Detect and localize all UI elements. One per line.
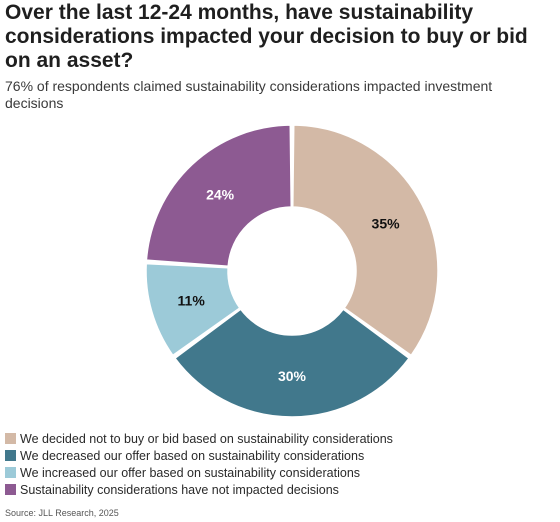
- chart-legend: We decided not to buy or bid based on su…: [5, 430, 555, 498]
- donut-slice-3: [145, 262, 241, 357]
- legend-swatch: [5, 467, 16, 478]
- legend-item-3: We increased our offer based on sustaina…: [5, 464, 555, 481]
- legend-item-2: We decreased our offer based on sustaina…: [5, 447, 555, 464]
- donut-slice-1: [292, 124, 439, 357]
- legend-label: We increased our offer based on sustaina…: [20, 465, 361, 480]
- donut-slice-2: [173, 308, 411, 418]
- legend-item-4: Sustainability considerations have not i…: [5, 481, 555, 498]
- donut-chart: 35% 30% 11% 24%: [145, 124, 439, 418]
- legend-label: We decreased our offer based on sustaina…: [20, 448, 365, 463]
- chart-subtitle: 76% of respondents claimed sustainabilit…: [5, 78, 493, 111]
- chart-title: Over the last 12-24 months, have sustain…: [5, 1, 528, 72]
- slice-value-label-3: 11%: [178, 292, 206, 308]
- legend-label: Sustainability considerations have not i…: [20, 482, 339, 497]
- slice-value-label-4: 24%: [206, 186, 235, 202]
- slice-value-label-1: 35%: [372, 215, 401, 231]
- legend-label: We decided not to buy or bid based on su…: [20, 431, 393, 446]
- legend-swatch: [5, 450, 16, 461]
- source-note: Source: JLL Research, 2025: [5, 508, 119, 518]
- donut-slice-4: [145, 124, 292, 268]
- legend-swatch: [5, 484, 16, 495]
- legend-item-1: We decided not to buy or bid based on su…: [5, 430, 555, 447]
- legend-swatch: [5, 433, 16, 444]
- slice-value-label-2: 30%: [278, 368, 307, 384]
